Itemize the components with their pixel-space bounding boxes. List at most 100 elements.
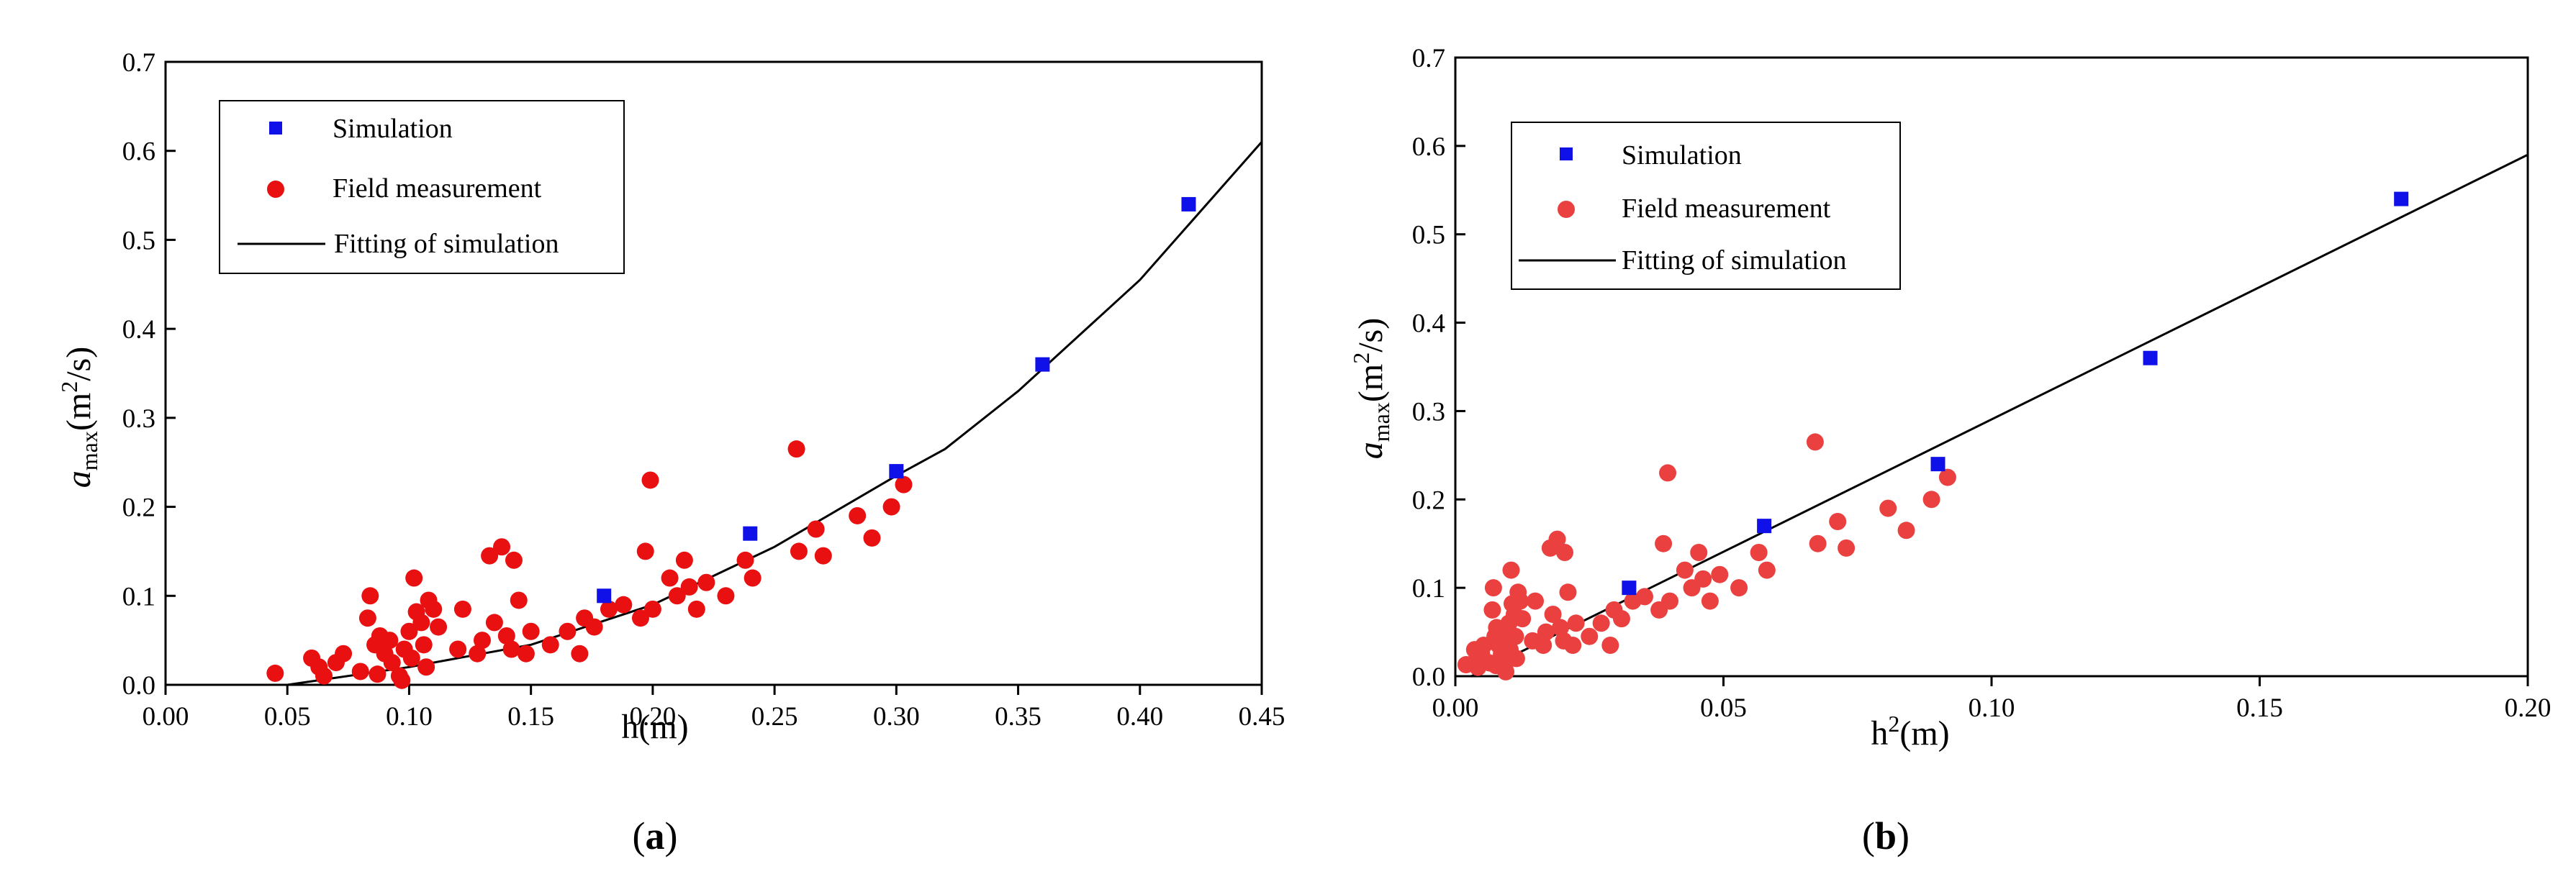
simulation-point	[1757, 519, 1772, 534]
x-axis-ticks-b: 0.00 0.05 0.10 0.15 0.20	[1432, 676, 2551, 723]
x-tick-label: 0.15	[507, 702, 554, 732]
field-measurement-point	[849, 506, 867, 524]
field-measurement-point	[469, 645, 487, 663]
field-measurement-point	[449, 640, 467, 658]
x-tick-label: 0.00	[1432, 693, 1479, 723]
field-measurement-point	[675, 551, 693, 569]
y-tick-label: 0.3	[122, 404, 155, 434]
field-measurement-point	[1601, 637, 1619, 654]
field-measurement-point	[1838, 539, 1856, 557]
legend-label-fitting: Fitting of simulation	[1622, 245, 1846, 276]
field-measurement-point	[1497, 663, 1515, 681]
simulation-point	[743, 526, 758, 541]
field-measurement-point	[814, 547, 832, 565]
y-tick-label: 0.3	[1412, 397, 1445, 427]
field-measurement-point	[1552, 619, 1570, 637]
field-measurement-point	[335, 645, 353, 663]
y-axis-ticks-b: 0.0 0.1 0.2 0.3 0.4 0.5 0.6 0.7	[1412, 44, 1465, 692]
x-tick-label: 0.45	[1239, 702, 1285, 732]
y-tick-label: 0.6	[1412, 132, 1445, 162]
field-measurement-point	[600, 600, 618, 618]
field-measurement-point	[541, 636, 559, 654]
legend-label-simulation: Simulation	[1622, 140, 1742, 170]
legend-label-field: Field measurement	[333, 173, 542, 204]
field-measurement-point	[641, 471, 659, 489]
field-measurement-point	[402, 649, 420, 667]
data-marks-a	[266, 141, 1263, 689]
field-measurement-point	[585, 618, 603, 636]
field-measurement-point	[493, 538, 511, 556]
y-tick-label: 0.7	[1412, 44, 1445, 73]
field-measurement-point	[807, 520, 825, 538]
y-tick-label: 0.1	[122, 582, 155, 611]
field-measurement-point	[412, 614, 430, 632]
field-measurement-point	[668, 587, 686, 605]
x-tick-label: 0.20	[630, 702, 677, 732]
y-tick-label: 0.6	[122, 137, 155, 167]
field-measurement-point	[383, 654, 401, 672]
field-measurement-point	[1484, 579, 1502, 597]
field-measurement-point	[517, 645, 535, 663]
y-tick-label: 0.7	[122, 48, 155, 78]
field-measurement-point	[417, 658, 435, 676]
x-tick-label: 0.05	[264, 702, 311, 732]
field-measurement-point	[636, 542, 654, 560]
field-measurement-point	[425, 600, 443, 618]
x-tick-label: 0.15	[2236, 693, 2283, 723]
field-measurement-point	[1544, 606, 1562, 623]
field-measurement-point	[1567, 614, 1585, 632]
y-axis-title-b: amax(m2/s)	[1348, 318, 1394, 459]
field-measurement-point	[895, 475, 913, 493]
x-tick-label: 0.05	[1700, 693, 1747, 723]
field-measurement-point	[453, 600, 471, 618]
field-measurement-point	[1514, 610, 1532, 628]
simulation-point	[1181, 196, 1196, 211]
x-axis-title-a: h(m)	[621, 708, 688, 746]
legend-circle-icon	[1558, 201, 1575, 218]
x-axis-ticks-a: 0.00 0.05 0.10 0.15 0.20 0.25 0.30 0.35 0.40 0.45	[143, 685, 1285, 732]
field-measurement-point	[351, 663, 369, 681]
field-measurement-point	[1555, 544, 1573, 561]
y-axis-title-a: amax(m2/s)	[56, 347, 102, 488]
simulation-point	[2143, 350, 2158, 365]
field-measurement-point	[787, 440, 805, 458]
field-measurement-point	[1559, 583, 1577, 601]
legend-square-icon	[1560, 147, 1573, 160]
legend-circle-icon	[267, 181, 284, 198]
field-measurement-point	[1701, 592, 1719, 610]
field-measurement-point	[571, 645, 589, 663]
field-measurement-point	[1564, 637, 1582, 654]
y-tick-label: 0.4	[1412, 309, 1445, 339]
field-measurement-point	[1548, 530, 1566, 548]
y-axis-ticks-a: 0.0 0.1 0.2 0.3 0.4 0.5 0.6 0.7	[122, 48, 176, 701]
field-measurement-point	[369, 665, 387, 683]
y-tick-label: 0.2	[1412, 486, 1445, 515]
y-tick-label: 0.1	[1412, 574, 1445, 604]
field-measurement-point	[680, 578, 698, 596]
field-measurement-point	[559, 622, 577, 640]
field-measurement-point	[661, 569, 679, 587]
simulation-point	[1930, 457, 1945, 472]
field-measurement-point	[1655, 534, 1673, 552]
legend-square-icon	[269, 122, 282, 135]
field-measurement-point	[687, 600, 705, 618]
field-measurement-point	[1511, 592, 1529, 610]
field-measurement-point	[744, 569, 761, 587]
x-axis-title-b: h2(m)	[1871, 711, 1949, 752]
field-measurement-point	[415, 636, 433, 654]
field-measurement-point	[1483, 601, 1501, 619]
data-marks-b	[1457, 153, 2528, 681]
field-measurement-point	[502, 640, 520, 658]
simulation-point	[2394, 191, 2409, 206]
y-tick-label: 0.2	[122, 493, 155, 523]
field-measurement-point	[1922, 491, 1940, 509]
field-measurement-point	[1502, 561, 1520, 579]
field-measurement-point	[643, 600, 661, 618]
field-measurement-point	[1661, 592, 1678, 610]
field-measurement-point	[1507, 650, 1525, 668]
plot-frame-a	[164, 60, 1263, 686]
panel-caption-b: (b)	[1862, 814, 1910, 857]
y-tick-label: 0.0	[122, 671, 155, 701]
field-measurement-point	[1879, 499, 1897, 517]
